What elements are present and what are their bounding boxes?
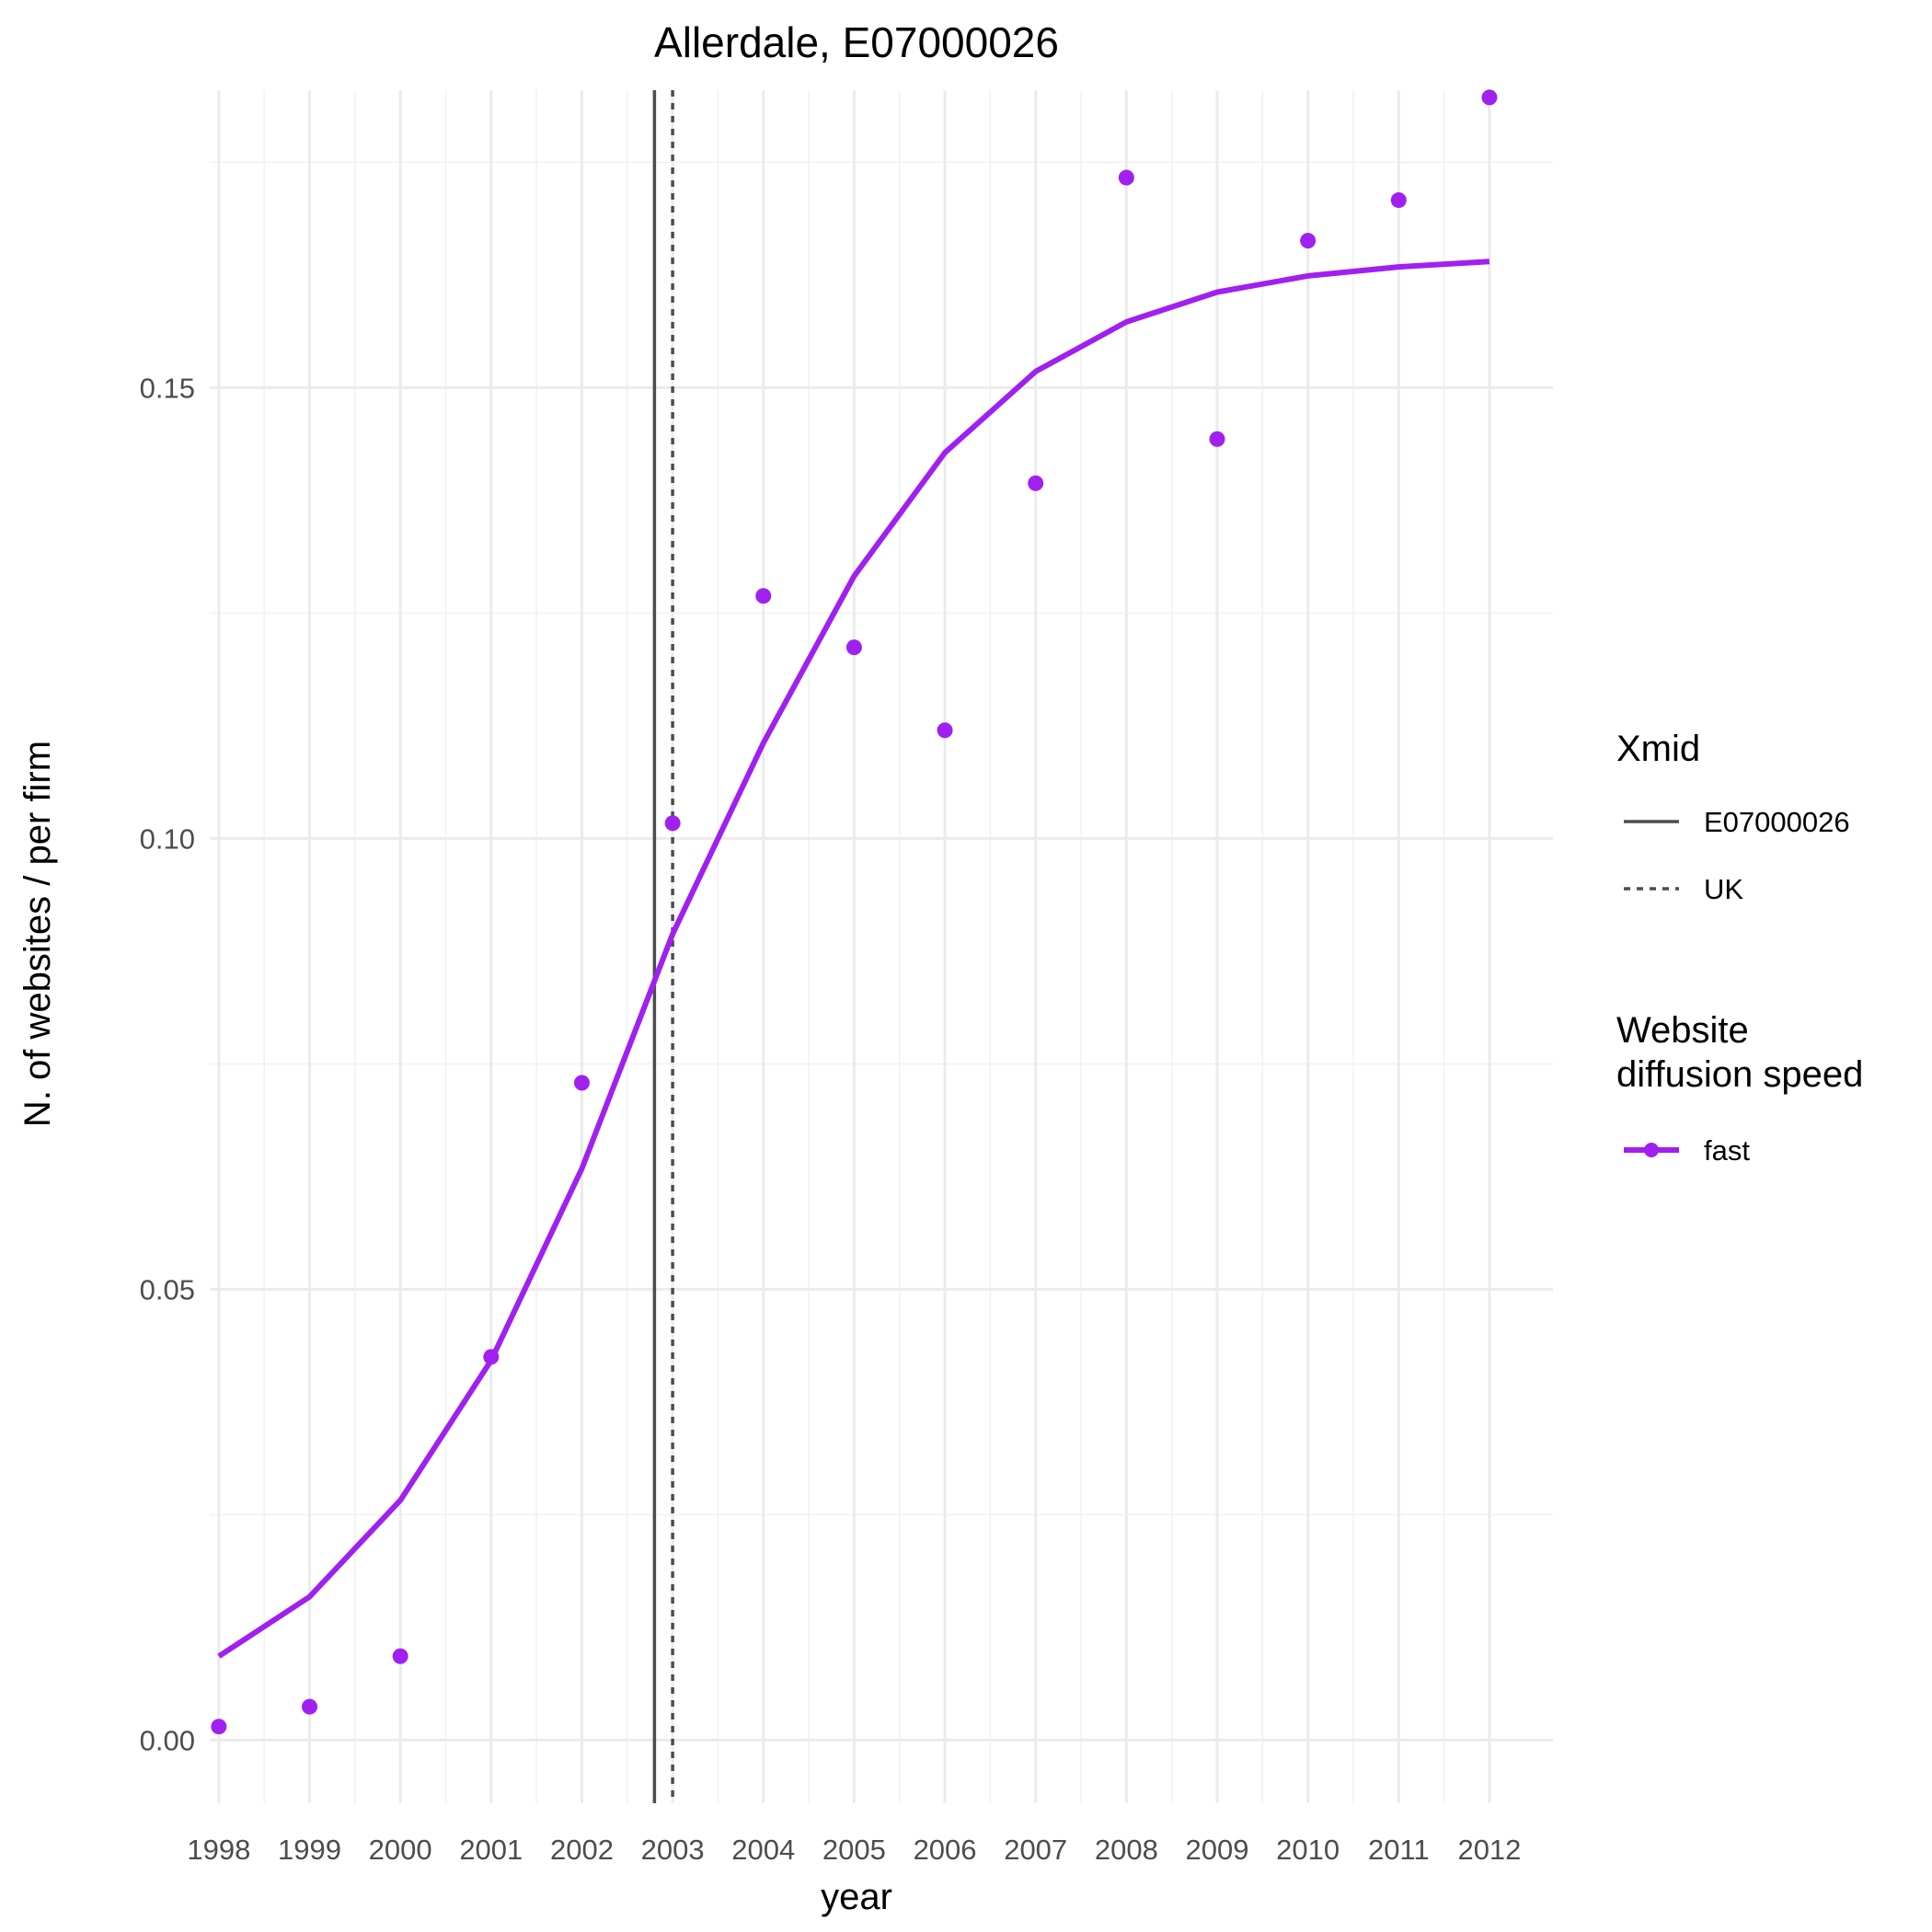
x-tick-label: 2005 <box>822 1834 886 1866</box>
data-point <box>1118 169 1134 186</box>
y-tick-label: 0.00 <box>140 1724 195 1756</box>
data-point <box>937 722 953 739</box>
legend-label-uk: UK <box>1704 873 1743 905</box>
x-axis-title: year <box>821 1877 892 1917</box>
data-point <box>302 1698 318 1715</box>
x-tick-label: 2011 <box>1368 1834 1430 1866</box>
x-tick-label: 2002 <box>550 1834 614 1866</box>
data-point <box>1390 192 1407 209</box>
x-tick-label: 2010 <box>1276 1834 1340 1866</box>
data-point <box>1481 89 1498 106</box>
x-tick-label: 2007 <box>1004 1834 1067 1866</box>
y-tick-label: 0.15 <box>140 372 195 404</box>
data-point <box>1028 475 1044 491</box>
x-tick-label: 2008 <box>1095 1834 1158 1866</box>
legend-speed: Website diffusion speed fast <box>1616 1010 1863 1167</box>
legend-speed-title-line2: diffusion speed <box>1616 1054 1863 1095</box>
data-point <box>1209 431 1225 447</box>
data-point <box>573 1075 590 1091</box>
x-tick-label: 2003 <box>641 1834 705 1866</box>
x-tick-label: 2004 <box>731 1834 795 1866</box>
data-point <box>392 1648 408 1664</box>
xmid-lines <box>652 90 674 1803</box>
legend: Xmid E07000026 UK Website diffusion spee… <box>1616 729 1863 1167</box>
chart-title: Allerdale, E07000026 <box>654 18 1059 66</box>
legend-key-fast-point <box>1644 1143 1659 1157</box>
y-tick-label: 0.10 <box>140 822 195 855</box>
x-tick-label: 2000 <box>369 1834 432 1866</box>
data-point <box>211 1719 227 1735</box>
x-tick-label: 2001 <box>459 1834 523 1866</box>
series-layer <box>211 89 1498 1735</box>
x-tick-label: 2009 <box>1186 1834 1249 1866</box>
series-line-fast <box>217 259 1490 1659</box>
legend-label-fast: fast <box>1704 1134 1750 1167</box>
tick-labels: 0.00 0.05 0.10 0.15 1998 1999 2000 2001 2002 2003… <box>140 372 1522 1866</box>
data-point <box>483 1349 500 1365</box>
legend-speed-title-line1: Website <box>1616 1010 1749 1051</box>
grid <box>210 90 1553 1803</box>
data-point <box>1300 233 1317 249</box>
data-point <box>845 639 862 656</box>
y-tick-label: 0.05 <box>140 1273 195 1305</box>
legend-xmid: Xmid E07000026 UK <box>1616 729 1850 905</box>
x-tick-label: 1999 <box>278 1834 341 1866</box>
x-tick-label: 2012 <box>1457 1834 1521 1866</box>
y-axis-title: N. of websites / per firm <box>17 741 58 1127</box>
data-point <box>755 588 772 604</box>
legend-label-e07000026: E07000026 <box>1704 806 1850 838</box>
x-tick-label: 2006 <box>914 1834 977 1866</box>
x-tick-label: 1998 <box>187 1834 250 1866</box>
legend-xmid-title: Xmid <box>1616 729 1700 769</box>
data-point <box>664 815 681 832</box>
